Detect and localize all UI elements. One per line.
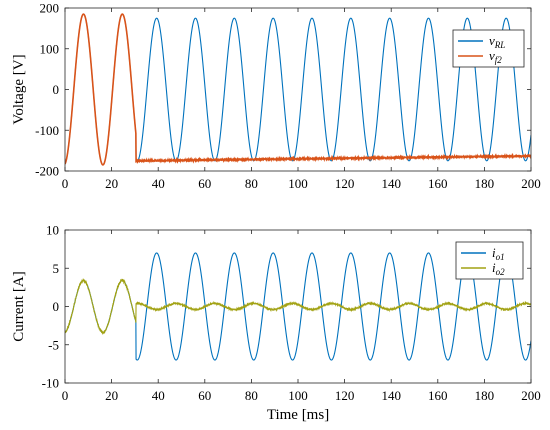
x-tick-label: 200 (521, 176, 541, 191)
x-tick-label: 100 (288, 388, 308, 403)
x-tick-label: 140 (381, 388, 401, 403)
x-tick-label: 200 (521, 388, 541, 403)
x-tick-label: 160 (428, 176, 448, 191)
x-tick-label: 80 (245, 388, 258, 403)
x-tick-label: 180 (475, 176, 495, 191)
x-tick-label: 140 (381, 176, 401, 191)
y-tick-label: -5 (48, 337, 59, 352)
y-tick-label: 100 (40, 41, 60, 56)
y-tick-label: 0 (53, 299, 60, 314)
x-tick-label: 40 (152, 388, 165, 403)
y-tick-label: 200 (40, 1, 60, 16)
x-tick-label: 120 (335, 388, 355, 403)
x-tick-label: 0 (62, 388, 69, 403)
x-tick-label: 60 (198, 176, 211, 191)
y-axis-label: Voltage [V] (11, 54, 27, 124)
legend-box (456, 242, 523, 279)
series-line-i-o2 (65, 279, 531, 333)
legend-label-subscript: f2 (495, 55, 503, 65)
y-tick-label: -200 (35, 164, 59, 179)
y-tick-label: 0 (53, 82, 60, 97)
x-tick-label: 0 (62, 176, 69, 191)
x-tick-label: 20 (105, 388, 118, 403)
y-tick-label: 10 (46, 223, 59, 238)
x-tick-label: 80 (245, 176, 258, 191)
x-tick-label: 100 (288, 176, 308, 191)
y-tick-label: -100 (35, 123, 59, 138)
x-tick-label: 20 (105, 176, 118, 191)
current-chart: 0 20 40 60 80 100 120 140 160 180 200 10 5 0 -5 -10 Curr… (11, 223, 541, 424)
legend-label-subscript: o1 (496, 252, 505, 262)
x-tick-label: 160 (428, 388, 448, 403)
y-axis-label: Current [A] (11, 271, 27, 341)
voltage-chart: 0 20 40 60 80 100 120 140 160 180 200 200 100 0 -100 -2… (11, 1, 541, 192)
x-tick-label: 180 (475, 388, 495, 403)
y-tick-label: -10 (42, 376, 59, 391)
x-tick-label: 60 (198, 388, 211, 403)
legend: vRLvf2 (453, 30, 524, 67)
y-tick-label: 5 (53, 261, 60, 276)
legend-label-subscript: o2 (496, 267, 506, 277)
x-tick-label: 40 (152, 176, 165, 191)
legend: io1io2 (456, 242, 523, 279)
x-axis-label: Time [ms] (267, 407, 329, 423)
x-tick-label: 120 (335, 176, 355, 191)
legend-label-subscript: RL (494, 40, 506, 50)
